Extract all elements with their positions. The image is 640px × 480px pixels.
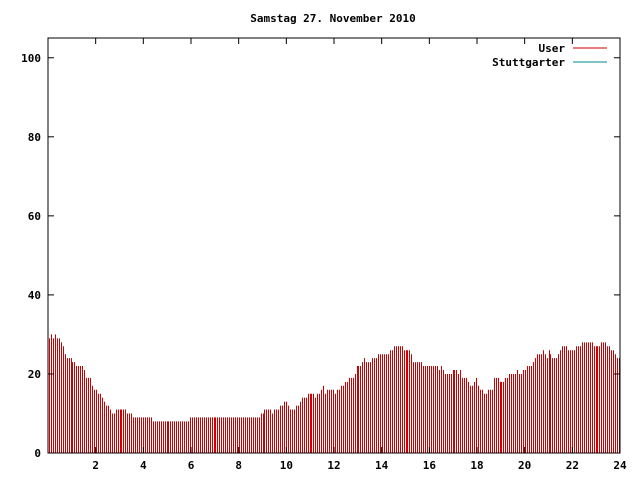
x-tick-label: 12 bbox=[327, 459, 340, 472]
y-tick-label: 60 bbox=[28, 210, 41, 223]
x-tick-label: 4 bbox=[140, 459, 147, 472]
x-tick-label: 22 bbox=[566, 459, 579, 472]
x-tick-label: 16 bbox=[423, 459, 437, 472]
x-axis: 2 4 6 8 10 12 14 16 18 20 22 24 bbox=[92, 38, 627, 472]
y-tick-label: 20 bbox=[28, 368, 41, 381]
legend-label-stuttgarter: Stuttgarter bbox=[492, 56, 565, 69]
y-tick-label: 40 bbox=[28, 289, 41, 302]
x-tick-label: 10 bbox=[280, 459, 293, 472]
x-tick-label: 14 bbox=[375, 459, 389, 472]
y-tick-label: 80 bbox=[28, 131, 41, 144]
chart-title: Samstag 27. November 2010 bbox=[250, 12, 416, 25]
y-tick-label: 0 bbox=[34, 447, 41, 460]
x-tick-label: 6 bbox=[188, 459, 195, 472]
x-tick-label: 2 bbox=[92, 459, 99, 472]
x-tick-label: 20 bbox=[518, 459, 531, 472]
y-axis: 0 20 40 60 80 100 bbox=[21, 52, 620, 460]
y-tick-label: 100 bbox=[21, 52, 41, 65]
bars-layer bbox=[49, 334, 620, 453]
legend: User Stuttgarter bbox=[492, 42, 607, 69]
x-tick-label: 24 bbox=[613, 459, 627, 472]
x-tick-label: 8 bbox=[235, 459, 242, 472]
legend-label-user: User bbox=[539, 42, 566, 55]
x-tick-label: 18 bbox=[470, 459, 483, 472]
